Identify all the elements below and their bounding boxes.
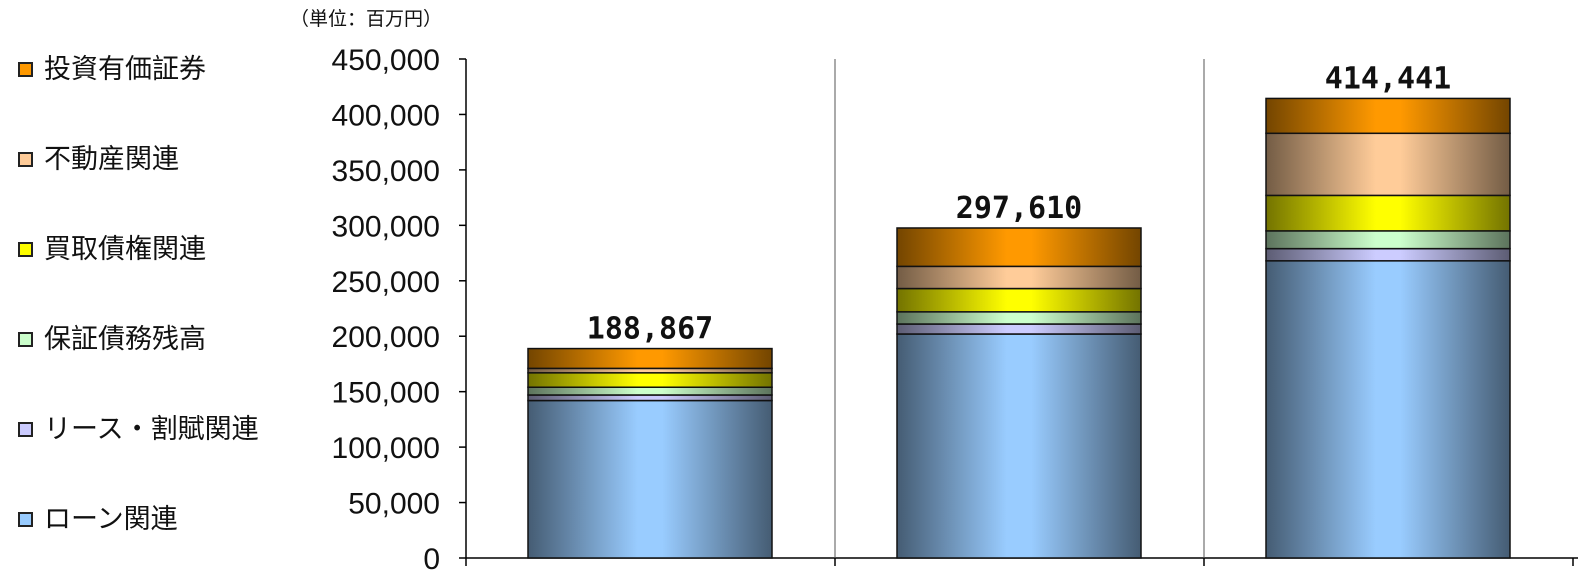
legend-swatch [18, 242, 33, 257]
y-tick-label: 150,000 [332, 377, 440, 410]
legend-swatch [18, 512, 33, 527]
legend-swatch [18, 332, 33, 347]
y-tick-label: 0 [423, 543, 440, 576]
bar-segment [1265, 260, 1511, 559]
y-tick-label: 300,000 [332, 210, 440, 243]
bar-segment [896, 311, 1142, 325]
legend-swatch [18, 152, 33, 167]
legend-label: 買取債権関連 [44, 234, 206, 265]
bar-segment [1265, 230, 1511, 250]
unit-label: （単位：百万円） [290, 8, 443, 30]
legend-swatch [18, 422, 33, 437]
bar-segment [527, 394, 773, 402]
bar-segment [1265, 132, 1511, 197]
legend-label: 保証債務残高 [44, 324, 206, 355]
legend-swatch [18, 62, 33, 77]
total-label: 297,610 [956, 191, 1082, 226]
bar-segment [1265, 97, 1511, 135]
bar-segment [896, 333, 1142, 559]
total-label: 414,441 [1325, 61, 1451, 96]
y-tick-label: 350,000 [332, 155, 440, 188]
bar-segment [527, 372, 773, 388]
bar-segment [1265, 194, 1511, 232]
y-tick-label: 200,000 [332, 321, 440, 354]
legend-label: 不動産関連 [44, 144, 179, 175]
bar-segment [896, 265, 1142, 290]
y-tick-label: 50,000 [348, 488, 440, 521]
bar-segment [896, 287, 1142, 313]
bar-segment [896, 323, 1142, 335]
legend-label: リース・割賦関連 [44, 414, 259, 445]
bar-segment [527, 399, 773, 559]
y-tick-label: 450,000 [332, 44, 440, 77]
bar-segment [896, 227, 1142, 268]
y-tick-label: 250,000 [332, 266, 440, 299]
bar-segment [527, 386, 773, 396]
y-tick-label: 400,000 [332, 99, 440, 132]
bar-segment [1265, 247, 1511, 262]
y-tick-label: 100,000 [332, 432, 440, 465]
total-label: 188,867 [587, 312, 713, 347]
bar-segment [527, 347, 773, 370]
legend-label: 投資有価証券 [44, 54, 206, 85]
legend-label: ローン関連 [44, 504, 178, 535]
